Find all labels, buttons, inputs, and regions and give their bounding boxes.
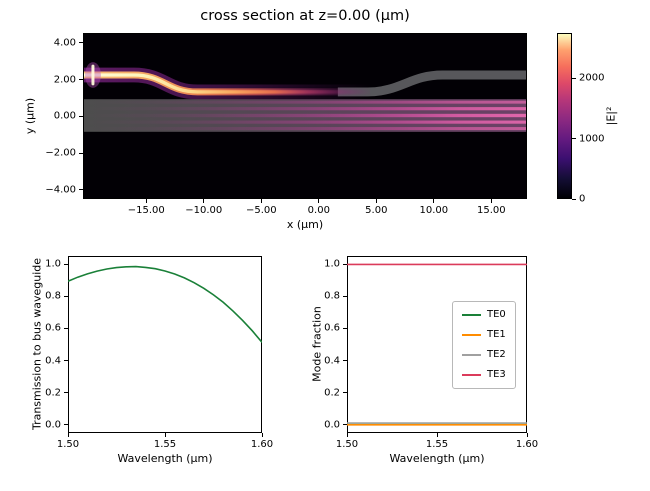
y-tick-label: 2.00 [53,74,76,86]
x-tick-mark [375,199,377,203]
x-tick-mark [261,433,263,437]
bus-interference-stripes [84,100,526,131]
x-tick-mark [436,433,438,437]
legend-line-sample [462,314,481,316]
x-tick-mark [260,199,262,203]
y-tick-label: 4.00 [53,37,76,49]
x-tick-label: 1.55 [425,439,449,450]
mode-fraction-x-axis-label: Wavelength (μm) [389,452,485,465]
legend-item: TE3 [462,368,506,382]
y-tick-mark [64,392,68,394]
x-tick-mark [526,433,528,437]
x-tick-label: 1.60 [515,439,539,450]
y-tick-label: −2.00 [45,147,76,159]
input-waveguide-field [84,67,371,100]
x-tick-mark [145,199,147,203]
y-tick-mark [79,79,83,81]
y-tick-mark [343,263,347,265]
legend-label: TE2 [487,349,506,360]
legend-label: TE0 [487,309,506,320]
y-tick-mark [79,152,83,154]
y-tick-mark [64,360,68,362]
x-tick-mark [346,433,348,437]
y-tick-label: −4.00 [45,184,76,196]
y-tick-label: 0.6 [324,322,340,334]
y-tick-label: 0.4 [45,355,61,367]
line-chart-canvas [68,265,262,343]
x-tick-label: 5.00 [365,205,388,216]
y-tick-label: 0.2 [45,387,61,399]
through-waveguide [337,70,526,97]
y-tick-mark [79,115,83,117]
y-tick-label: 0.0 [45,419,61,431]
y-tick-mark [79,42,83,44]
mode-source-marker [84,62,101,88]
colorbar-label: |E|² [604,106,618,126]
line-chart-canvas [347,263,527,426]
x-tick-label: −15.00 [127,205,165,216]
legend-item: TE0 [462,308,506,322]
x-tick-label: −5.00 [245,205,277,216]
field-y-axis-label: y (μm) [23,97,37,135]
x-tick-label: −10.00 [185,205,223,216]
field-plot-axes [83,33,527,199]
colorbar-tick-label: 1000 [579,133,605,145]
colorbar-tick-label: 2000 [579,72,605,84]
y-tick-label: 1.0 [324,258,340,270]
colorbar-tick-mark [572,198,576,200]
transmission-y-axis-label: Transmission to bus waveguide [30,257,44,431]
y-tick-mark [64,295,68,297]
x-tick-mark [164,433,166,437]
figure-title: cross section at z=0.00 (μm) [200,8,410,24]
colorbar-tick-mark [572,138,576,140]
y-tick-label: 0.00 [53,110,76,122]
y-tick-label: 0.4 [324,355,340,367]
y-tick-label: 1.0 [45,258,61,270]
x-tick-label: 15.00 [477,205,506,216]
x-tick-mark [433,199,435,203]
y-tick-mark [343,295,347,297]
colorbar-tick-label: 0 [579,193,586,205]
y-tick-label: 0.2 [324,387,340,399]
legend-line-sample [462,354,481,356]
y-tick-mark [343,360,347,362]
legend: TE0 TE1 TE2 TE3 [452,301,516,389]
y-tick-mark [343,392,347,394]
legend-label: TE1 [487,329,506,340]
legend-item: TE2 [462,348,506,362]
field-heatmap-image [84,34,526,198]
x-tick-mark [203,199,205,203]
x-tick-mark [318,199,320,203]
series-transmission [68,265,262,343]
x-tick-mark [490,199,492,203]
y-tick-mark [343,327,347,329]
y-tick-mark [343,424,347,426]
legend-line-sample [462,374,481,376]
y-tick-mark [79,189,83,191]
colorbar-tick-mark [572,77,576,79]
colorbar [557,33,572,199]
x-tick-label: 1.50 [335,439,359,450]
transmission-chart-axes [68,256,262,433]
y-tick-mark [64,327,68,329]
x-tick-label: 1.60 [250,439,274,450]
x-tick-label: 1.50 [56,439,80,450]
y-tick-label: 0.8 [45,290,61,302]
x-tick-mark [67,433,69,437]
y-tick-mark [64,424,68,426]
x-tick-label: 10.00 [419,205,449,216]
field-x-axis-label: x (μm) [286,218,324,231]
y-tick-mark [64,263,68,265]
legend-item: TE1 [462,328,506,342]
y-tick-label: 0.0 [324,419,340,431]
legend-label: TE3 [487,369,506,380]
mode-fraction-y-axis-label: Mode fraction [310,306,324,382]
y-tick-label: 0.6 [45,322,61,334]
y-tick-label: 0.8 [324,290,340,302]
transmission-x-axis-label: Wavelength (μm) [117,452,213,465]
legend-line-sample [462,334,481,336]
x-tick-label: 1.55 [153,439,177,450]
x-tick-label: 0.00 [307,205,330,216]
